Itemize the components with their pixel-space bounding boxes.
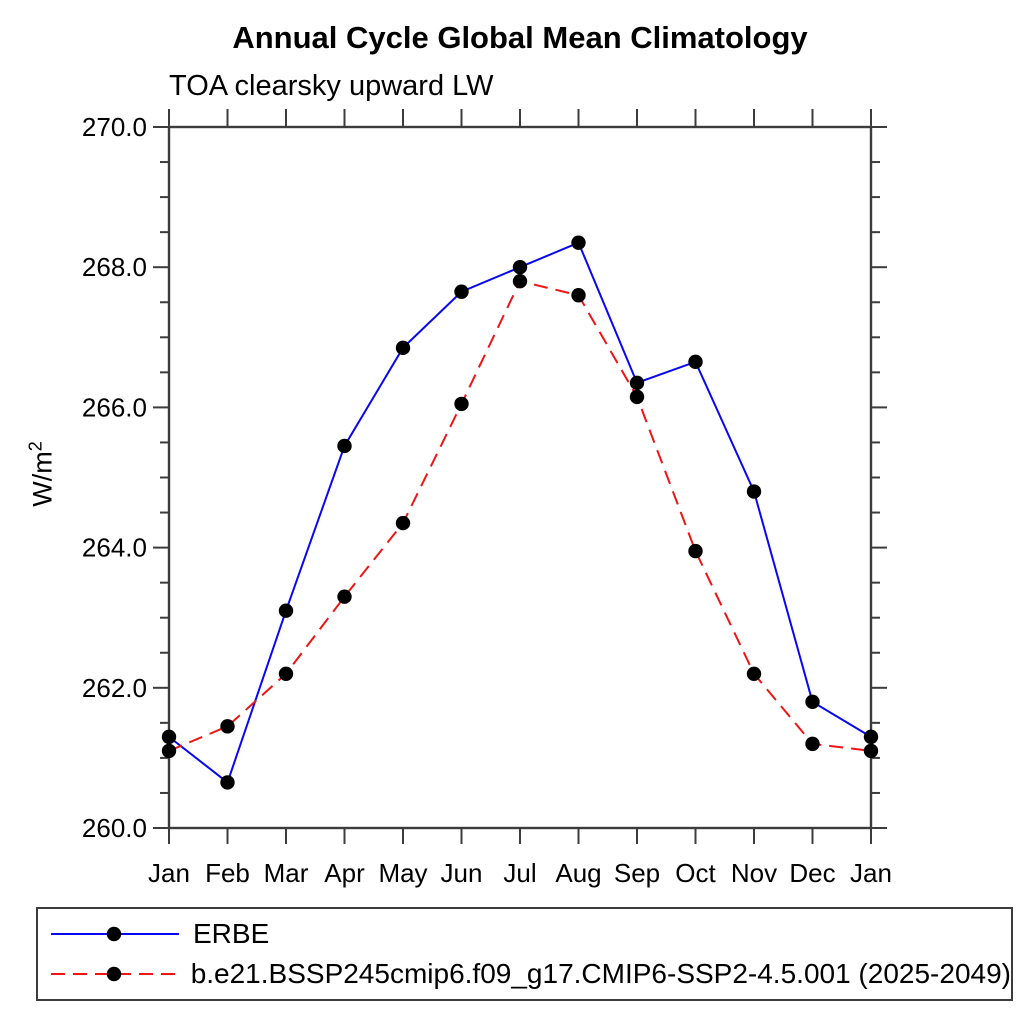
data-point [512,260,528,275]
data-point [805,736,820,752]
data-point [278,666,294,681]
x-tick-label: Jan [148,858,190,888]
x-tick-label: Jun [441,858,483,888]
series-markers-0 [161,235,879,790]
y-axis-tick-labels: 260.0 262.0 264.0 266.0 268.0 270.0 [82,112,147,843]
x-tick-label: Mar [264,858,309,888]
y-tick-label: 260.0 [82,813,147,843]
data-point [571,235,586,250]
data-point [454,284,469,299]
axis-box [167,125,873,830]
data-point [337,589,352,604]
data-point [746,666,762,681]
x-tick-label: Feb [205,858,250,888]
chart-title: Annual Cycle Global Mean Climatology [232,20,808,55]
data-point [746,484,762,499]
data-point [629,389,645,405]
data-point [395,515,411,531]
series-line-1 [168,280,872,752]
data-point [688,543,703,559]
data-point [161,743,177,759]
data-point [863,729,879,745]
x-tick-label: Sep [614,858,660,888]
x-tick-label: Jan [850,858,892,888]
data-point [220,775,235,790]
y-tick-label: 268.0 [82,252,147,282]
x-tick-label: Aug [555,858,601,888]
x-tick-label: Nov [731,858,777,888]
data-point [161,729,177,745]
data-point [395,340,411,356]
y-tick-label: 262.0 [82,673,147,703]
x-tick-label: Jul [503,858,536,888]
data-point [688,354,703,370]
series-line-0 [168,241,872,785]
data-point [571,288,586,303]
legend-sample-marker [106,926,122,942]
legend-sample-line-model-icon [51,966,178,982]
data-point [454,396,469,412]
x-axis-tick-labels: Jan Feb Mar Apr May Jun Jul Aug Sep Oct Nov Dec Jan [148,858,892,888]
legend-sample-line-erbe-icon [51,926,179,942]
x-tick-label: Apr [324,858,365,888]
data-point [629,375,645,391]
y-tick-label: 270.0 [82,112,147,142]
legend-row-erbe: ERBE [50,918,1011,950]
data-point [863,743,879,759]
series-markers-1 [161,274,879,759]
x-tick-label: Oct [675,858,716,888]
data-point [512,274,528,289]
data-point [337,438,352,454]
legend-sample-marker [106,966,122,982]
x-axis-ticks [168,109,872,844]
y-tick-label: 264.0 [82,533,147,563]
y-axis-ticks [153,126,887,829]
legend-row-model: b.e21.BSSP245cmip6.f09_g17.CMIP6-SSP2-4.… [50,958,1011,990]
legend-label-erbe: ERBE [193,918,270,949]
y-tick-label: 266.0 [82,392,147,422]
legend: ERBE b.e21.BSSP245cmip6.f09_g17.CMIP6-SS… [36,907,1013,1001]
x-tick-label: Dec [789,858,835,888]
data-point [278,603,294,618]
legend-label-model: b.e21.BSSP245cmip6.f09_g17.CMIP6-SSP2-4.… [190,958,1011,989]
data-point [805,694,820,710]
data-point [220,719,235,734]
chart-subtitle: TOA clearsky upward LW [169,70,494,102]
x-tick-label: May [378,858,427,888]
